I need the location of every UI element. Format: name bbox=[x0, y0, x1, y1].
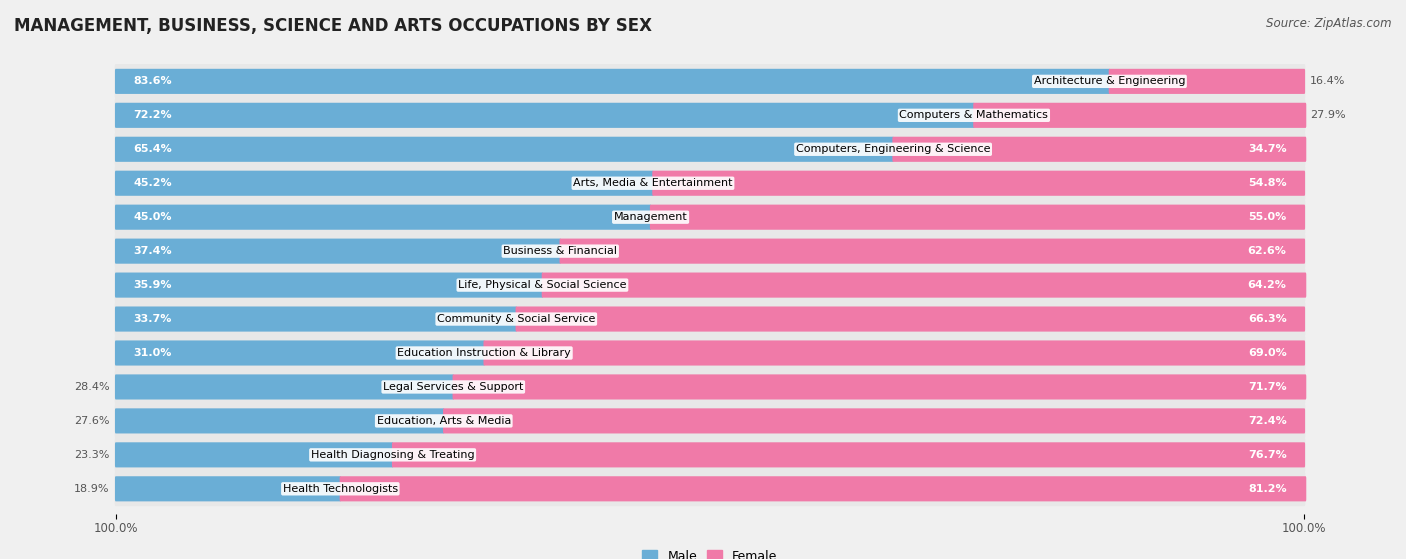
FancyBboxPatch shape bbox=[115, 476, 342, 501]
Text: 18.9%: 18.9% bbox=[75, 484, 110, 494]
FancyBboxPatch shape bbox=[115, 273, 543, 297]
Text: 34.7%: 34.7% bbox=[1249, 144, 1286, 154]
Text: Education Instruction & Library: Education Instruction & Library bbox=[398, 348, 571, 358]
Text: 81.2%: 81.2% bbox=[1249, 484, 1286, 494]
Text: 27.6%: 27.6% bbox=[75, 416, 110, 426]
FancyBboxPatch shape bbox=[115, 170, 654, 196]
FancyBboxPatch shape bbox=[115, 438, 1305, 472]
FancyBboxPatch shape bbox=[115, 137, 894, 162]
Text: Source: ZipAtlas.com: Source: ZipAtlas.com bbox=[1267, 17, 1392, 30]
FancyBboxPatch shape bbox=[893, 137, 1306, 162]
FancyBboxPatch shape bbox=[973, 103, 1306, 128]
FancyBboxPatch shape bbox=[115, 234, 1305, 268]
FancyBboxPatch shape bbox=[115, 103, 974, 128]
Text: Business & Financial: Business & Financial bbox=[503, 246, 617, 256]
FancyBboxPatch shape bbox=[560, 239, 1305, 264]
FancyBboxPatch shape bbox=[115, 306, 517, 331]
FancyBboxPatch shape bbox=[652, 170, 1305, 196]
FancyBboxPatch shape bbox=[115, 64, 1305, 99]
FancyBboxPatch shape bbox=[115, 404, 1305, 438]
Text: 16.4%: 16.4% bbox=[1310, 77, 1346, 87]
Text: 27.9%: 27.9% bbox=[1310, 110, 1346, 120]
FancyBboxPatch shape bbox=[650, 205, 1305, 230]
FancyBboxPatch shape bbox=[453, 375, 1306, 400]
Legend: Male, Female: Male, Female bbox=[637, 544, 783, 559]
Text: 76.7%: 76.7% bbox=[1247, 450, 1286, 460]
Text: Health Diagnosing & Treating: Health Diagnosing & Treating bbox=[311, 450, 474, 460]
Text: 35.9%: 35.9% bbox=[134, 280, 172, 290]
FancyBboxPatch shape bbox=[516, 306, 1305, 331]
Text: Community & Social Service: Community & Social Service bbox=[437, 314, 596, 324]
Text: Health Technologists: Health Technologists bbox=[283, 484, 398, 494]
Text: 66.3%: 66.3% bbox=[1247, 314, 1286, 324]
Text: Education, Arts & Media: Education, Arts & Media bbox=[377, 416, 510, 426]
FancyBboxPatch shape bbox=[115, 239, 561, 264]
Text: 28.4%: 28.4% bbox=[75, 382, 110, 392]
Text: 45.0%: 45.0% bbox=[134, 212, 172, 222]
Text: 55.0%: 55.0% bbox=[1249, 212, 1286, 222]
Text: 64.2%: 64.2% bbox=[1247, 280, 1286, 290]
Text: Computers & Mathematics: Computers & Mathematics bbox=[900, 110, 1049, 120]
Text: 23.3%: 23.3% bbox=[75, 450, 110, 460]
FancyBboxPatch shape bbox=[115, 375, 454, 400]
Text: 83.6%: 83.6% bbox=[134, 77, 172, 87]
Text: 37.4%: 37.4% bbox=[134, 246, 172, 256]
FancyBboxPatch shape bbox=[115, 205, 651, 230]
Text: MANAGEMENT, BUSINESS, SCIENCE AND ARTS OCCUPATIONS BY SEX: MANAGEMENT, BUSINESS, SCIENCE AND ARTS O… bbox=[14, 17, 652, 35]
Text: Life, Physical & Social Science: Life, Physical & Social Science bbox=[458, 280, 627, 290]
FancyBboxPatch shape bbox=[443, 408, 1305, 433]
Text: Legal Services & Support: Legal Services & Support bbox=[382, 382, 523, 392]
FancyBboxPatch shape bbox=[115, 200, 1305, 234]
FancyBboxPatch shape bbox=[340, 476, 1306, 501]
FancyBboxPatch shape bbox=[115, 408, 444, 433]
FancyBboxPatch shape bbox=[115, 471, 1305, 506]
Text: 72.4%: 72.4% bbox=[1247, 416, 1286, 426]
FancyBboxPatch shape bbox=[115, 302, 1305, 337]
FancyBboxPatch shape bbox=[115, 132, 1305, 167]
FancyBboxPatch shape bbox=[115, 336, 1305, 370]
FancyBboxPatch shape bbox=[115, 369, 1305, 404]
Text: 65.4%: 65.4% bbox=[134, 144, 173, 154]
Text: 69.0%: 69.0% bbox=[1247, 348, 1286, 358]
FancyBboxPatch shape bbox=[115, 268, 1305, 302]
FancyBboxPatch shape bbox=[115, 98, 1305, 132]
FancyBboxPatch shape bbox=[484, 340, 1305, 366]
Text: 62.6%: 62.6% bbox=[1247, 246, 1286, 256]
FancyBboxPatch shape bbox=[115, 166, 1305, 201]
FancyBboxPatch shape bbox=[115, 442, 394, 467]
Text: 33.7%: 33.7% bbox=[134, 314, 172, 324]
Text: 45.2%: 45.2% bbox=[134, 178, 172, 188]
Text: 31.0%: 31.0% bbox=[134, 348, 172, 358]
FancyBboxPatch shape bbox=[115, 69, 1111, 94]
Text: Architecture & Engineering: Architecture & Engineering bbox=[1033, 77, 1185, 87]
Text: 54.8%: 54.8% bbox=[1249, 178, 1286, 188]
Text: 71.7%: 71.7% bbox=[1249, 382, 1286, 392]
FancyBboxPatch shape bbox=[392, 442, 1305, 467]
Text: Computers, Engineering & Science: Computers, Engineering & Science bbox=[796, 144, 990, 154]
FancyBboxPatch shape bbox=[1109, 69, 1305, 94]
Text: Management: Management bbox=[614, 212, 688, 222]
Text: Arts, Media & Entertainment: Arts, Media & Entertainment bbox=[574, 178, 733, 188]
FancyBboxPatch shape bbox=[115, 340, 485, 366]
Text: 72.2%: 72.2% bbox=[134, 110, 172, 120]
FancyBboxPatch shape bbox=[541, 273, 1306, 297]
